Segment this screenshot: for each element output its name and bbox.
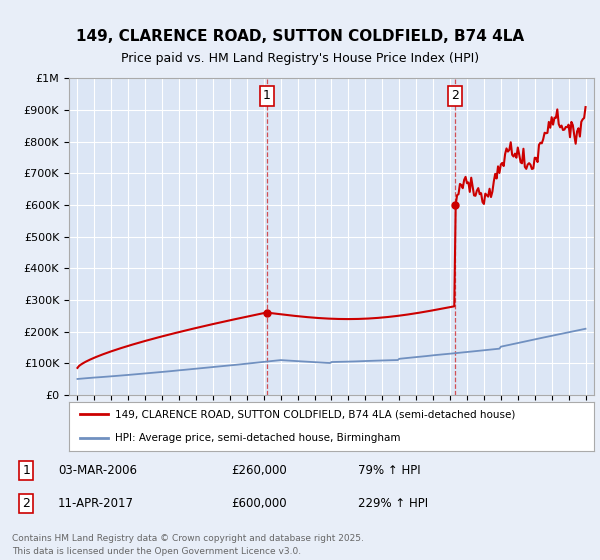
Text: £600,000: £600,000 [231, 497, 287, 510]
Text: Price paid vs. HM Land Registry's House Price Index (HPI): Price paid vs. HM Land Registry's House … [121, 52, 479, 66]
Text: 149, CLARENCE ROAD, SUTTON COLDFIELD, B74 4LA: 149, CLARENCE ROAD, SUTTON COLDFIELD, B7… [76, 29, 524, 44]
Text: 11-APR-2017: 11-APR-2017 [58, 497, 134, 510]
Text: 2: 2 [451, 90, 459, 102]
Text: 1: 1 [22, 464, 31, 477]
Text: 79% ↑ HPI: 79% ↑ HPI [358, 464, 420, 477]
Text: 1: 1 [263, 90, 271, 102]
Text: 149, CLARENCE ROAD, SUTTON COLDFIELD, B74 4LA (semi-detached house): 149, CLARENCE ROAD, SUTTON COLDFIELD, B7… [115, 409, 515, 419]
Text: HPI: Average price, semi-detached house, Birmingham: HPI: Average price, semi-detached house,… [115, 433, 401, 443]
Text: £260,000: £260,000 [231, 464, 287, 477]
Text: 229% ↑ HPI: 229% ↑ HPI [358, 497, 428, 510]
Text: Contains HM Land Registry data © Crown copyright and database right 2025.: Contains HM Land Registry data © Crown c… [12, 534, 364, 543]
Text: 03-MAR-2006: 03-MAR-2006 [58, 464, 137, 477]
Text: 2: 2 [22, 497, 31, 510]
Text: This data is licensed under the Open Government Licence v3.0.: This data is licensed under the Open Gov… [12, 548, 301, 557]
